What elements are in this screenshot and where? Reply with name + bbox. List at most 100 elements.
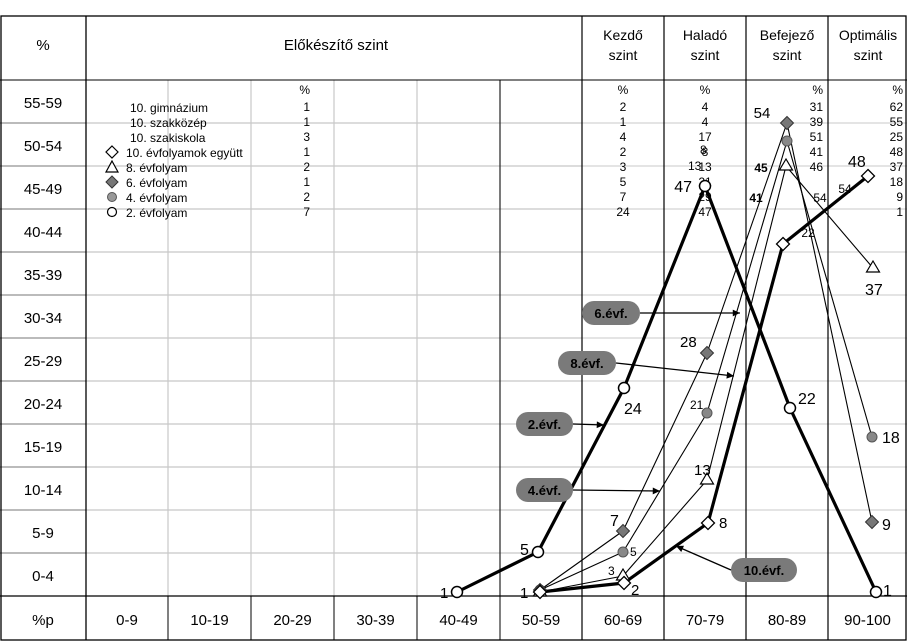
marker-circle-open [783,401,797,415]
marker-diamond-open [616,575,632,591]
table-cell: 2 [303,190,310,204]
table-cell: 4 [702,100,709,114]
footer-bin: 70-79 [686,612,724,629]
header-halado-2: szint [691,47,720,63]
point-label: 13 [688,159,702,173]
table-cell: 8 [702,145,709,159]
header-kezdo-1: Kezdő [603,27,643,43]
table-cell: 46 [810,160,824,174]
point-label: 28 [680,334,697,351]
grid [0,15,907,641]
table-cell: 4 [702,115,709,129]
marker-diamond-filled [779,115,795,131]
table-cell: 18 [890,175,904,189]
point-label: 45 [754,161,768,175]
callout-arrow [572,489,661,492]
row-label: 35-39 [24,267,62,284]
callout-arrow [675,545,732,571]
marker-diamond-filled [615,523,631,539]
marker-diamond-open [532,584,548,600]
row-label: 45-49 [24,181,62,198]
callout-badge [558,351,616,375]
table-cell: 37 [890,160,904,174]
row-label: 30-34 [24,310,62,327]
header-befejezo-2: szint [773,47,802,63]
table-header-pct: % [812,83,823,97]
legend-triangle-icon [104,159,120,173]
table-cell: 1 [896,205,903,219]
series-line-2---vfolyam [456,184,878,594]
table-cell: 55 [890,115,904,129]
point-label: 47 [674,179,692,196]
point-label: 2 [631,582,639,599]
footer-bin: 20-29 [273,612,311,629]
table-cell: 13 [698,160,712,174]
table-cell: 41 [810,145,824,159]
table-cell: 7 [303,205,310,219]
footer-bin: 10-19 [190,612,228,629]
marker-circle-open [531,545,545,559]
table-header-pct: % [700,83,711,97]
row-label: 55-59 [24,95,62,112]
callout-badge [516,478,573,502]
marker-diamond-open [700,515,716,531]
marker-triangle-open [865,259,881,273]
footer-bin: 80-89 [768,612,806,629]
callout-label: 8.évf. [570,356,603,371]
table-cell: 47 [698,205,712,219]
table-cell: 39 [810,115,824,129]
table-cell: 3 [303,130,310,144]
callout-badge [516,412,573,436]
table-cell: 2 [620,100,627,114]
table-cell: 5 [620,175,627,189]
marker-triangle-open [699,471,715,485]
outer-border [0,15,907,641]
point-label: 5 [630,545,637,559]
legend-label: 2. évfolyam [126,206,187,220]
footer-bin: 50-59 [522,612,560,629]
callout-badge [731,558,797,582]
footer-label: %p [32,612,54,629]
legend-diamond-filled-icon [105,175,119,189]
marker-circle-open [869,585,883,599]
point-label: 1 [883,583,892,600]
row-label: 20-24 [24,396,62,413]
table-cell: 9 [896,190,903,204]
table-cell: 1 [620,115,627,129]
table-cell: 25 [890,130,904,144]
table-cell: 2 [620,145,627,159]
point-label: 3 [608,564,615,578]
callout-label: 10.évf. [744,563,784,578]
legend-circle-filled-icon [107,192,117,202]
point-label: 18 [882,430,900,447]
legend-label: 6. évfolyam [126,176,187,190]
table-cell: 24 [616,205,630,219]
header-pct: % [36,37,49,54]
marker-diamond-filled [699,345,715,361]
legend-diamond-open-icon [105,145,119,159]
series-markers [450,115,883,600]
table-cell: 48 [890,145,904,159]
arrowhead-icon [652,487,660,495]
point-label: 54 [813,191,827,205]
point-label: 1 [520,585,528,602]
table-header-pct: % [299,83,310,97]
row-label: 50-54 [24,138,62,155]
point-label: 8 [700,143,707,157]
point-label: 9 [882,517,891,534]
legend-label: 10. szakiskola [130,131,206,145]
footer-row: %p 0-9 10-19 20-29 30-39 40-49 50-59 60-69 70-79… [32,612,891,629]
header-row: % Előkészítő szint Kezdő szint Haladó sz… [36,27,897,63]
arrowhead-icon [732,309,740,317]
point-label: 1 [440,585,448,602]
table-cell: 51 [810,130,824,144]
point-label: 37 [865,282,883,299]
footer-bin: 40-49 [439,612,477,629]
marker-circle-filled [781,135,793,147]
row-label: 10-14 [24,482,62,499]
table-cell: 62 [890,100,904,114]
table-cell: 1 [303,145,310,159]
marker-circle-filled [701,407,713,419]
